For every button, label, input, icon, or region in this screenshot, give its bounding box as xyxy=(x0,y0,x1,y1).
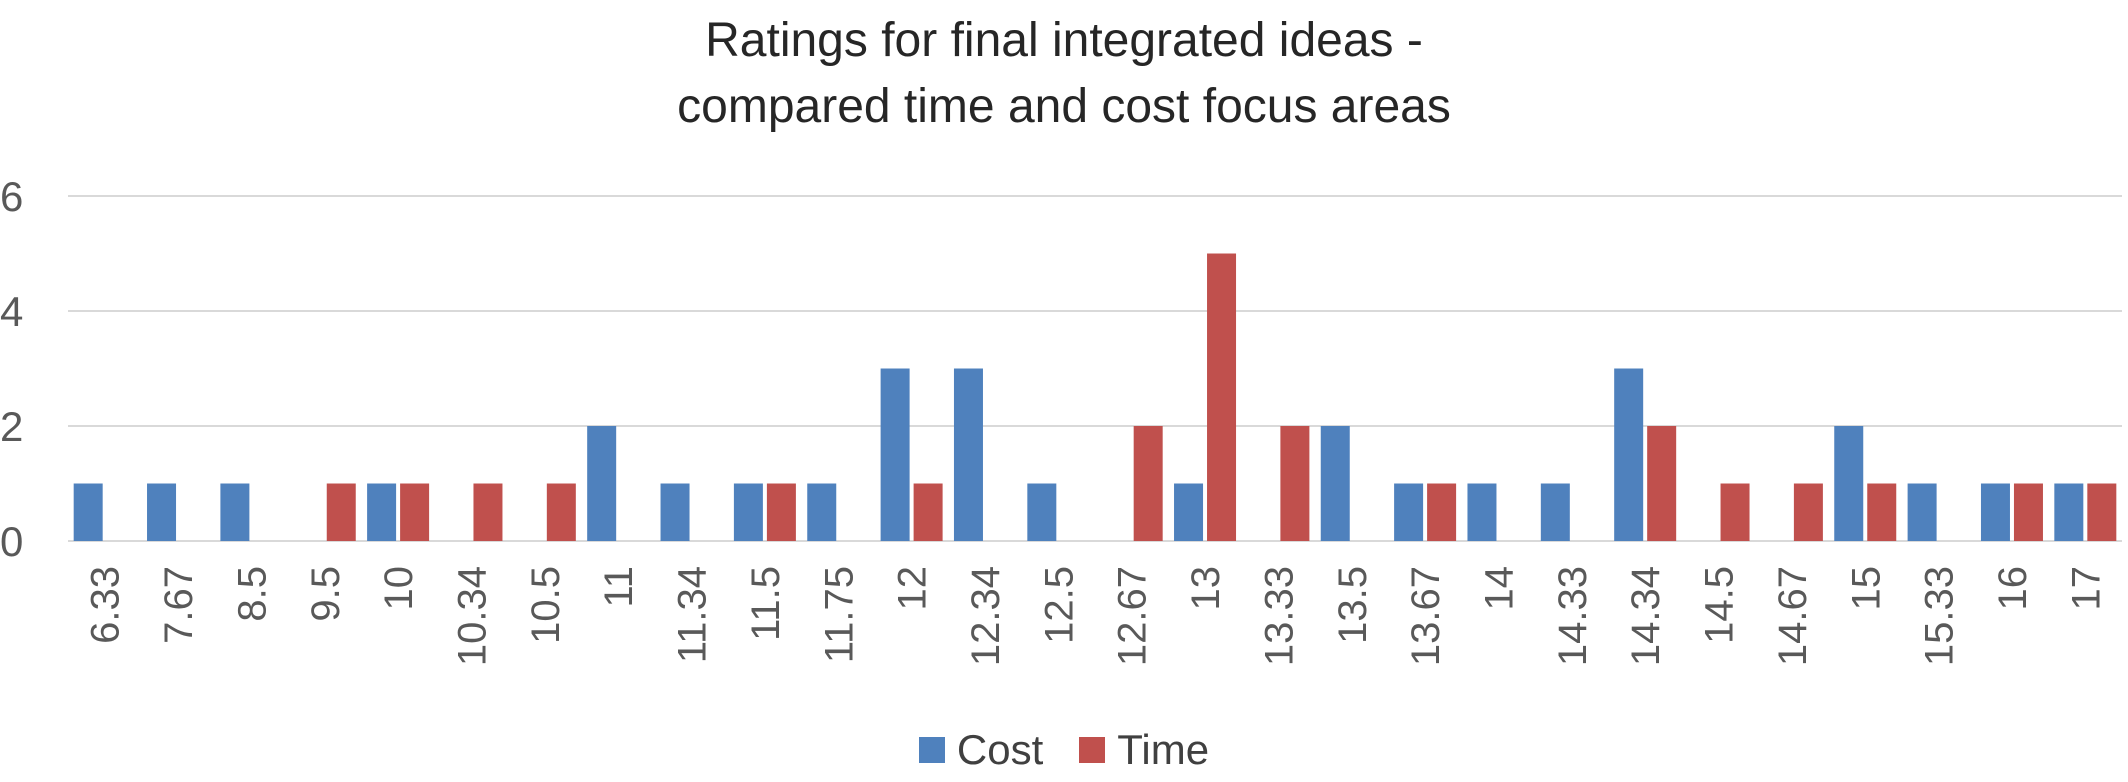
x-tick-label: 15.33 xyxy=(1918,566,1962,666)
x-tick-label: 12.67 xyxy=(1111,566,1155,666)
x-tick-label: 13 xyxy=(1184,566,1228,611)
bar-cost-13 xyxy=(1174,483,1204,541)
x-tick-label: 15 xyxy=(1844,566,1888,611)
bar-cost-11.34 xyxy=(660,483,690,541)
bar-cost-15 xyxy=(1834,426,1864,541)
bar-cost-11.5 xyxy=(733,483,763,541)
legend-label-cost: Cost xyxy=(956,726,1044,773)
x-tick-label: 13.67 xyxy=(1404,566,1448,666)
bar-time-13.67 xyxy=(1427,483,1457,541)
bar-time-13 xyxy=(1207,253,1237,541)
x-tick-label: 16 xyxy=(1991,566,2035,611)
bar-cost-17 xyxy=(2054,483,2084,541)
bar-time-10 xyxy=(400,483,430,541)
bar-time-10.34 xyxy=(473,483,503,541)
x-tick-label: 11 xyxy=(597,566,641,608)
bar-time-16 xyxy=(2013,483,2043,541)
x-axis-ticks: 6.33 7.67 8.5 9.5 10 10.34 10.5 11 11.34 11.5 11.7… xyxy=(84,566,2109,666)
bar-time-13.33 xyxy=(1280,426,1310,541)
bar-time-12 xyxy=(913,483,943,541)
bar-time-11.5 xyxy=(766,483,796,541)
bar-cost-15.33 xyxy=(1907,483,1937,541)
bar-cost-6.33 xyxy=(73,483,103,541)
legend-item-cost: Cost xyxy=(918,726,1044,774)
bar-time-17 xyxy=(2087,483,2117,541)
bar-cost-10 xyxy=(367,483,397,541)
y-tick-label: 2 xyxy=(0,403,23,450)
bar-time-9.5 xyxy=(326,483,356,541)
legend-label-time: Time xyxy=(1117,726,1210,773)
bar-time-10.5 xyxy=(546,483,576,541)
x-tick-label: 14.34 xyxy=(1624,566,1668,666)
bar-cost-12.34 xyxy=(953,368,983,541)
x-tick-label: 11.75 xyxy=(817,566,861,663)
bar-time-12.67 xyxy=(1133,426,1163,541)
y-axis-ticks: 0 2 4 6 xyxy=(0,173,23,565)
legend-item-time: Time xyxy=(1079,726,1209,774)
x-tick-label: 12.34 xyxy=(964,566,1008,666)
x-tick-label: 12.5 xyxy=(1037,566,1081,644)
bar-time-15 xyxy=(1867,483,1897,541)
bar-cost-11.75 xyxy=(807,483,837,541)
x-tick-label: 14.67 xyxy=(1771,566,1815,666)
chart-title-line-1: Ratings for final integrated ideas - xyxy=(705,14,1423,67)
x-tick-label: 14 xyxy=(1477,566,1521,611)
legend-swatch-time xyxy=(1079,737,1106,763)
y-tick-label: 6 xyxy=(0,173,23,220)
bar-cost-13.67 xyxy=(1394,483,1424,541)
x-tick-label: 14.5 xyxy=(1698,566,1742,644)
bar-cost-8.5 xyxy=(220,483,250,541)
chart-title: Ratings for final integrated ideas - com… xyxy=(0,8,2128,140)
x-tick-label: 9.5 xyxy=(304,566,348,622)
x-tick-label: 7.67 xyxy=(157,566,201,644)
y-tick-label: 4 xyxy=(0,288,23,335)
x-tick-label: 12 xyxy=(891,566,935,611)
legend: Cost Time xyxy=(0,720,2128,780)
bar-time-14.5 xyxy=(1720,483,1750,541)
x-tick-label: 14.33 xyxy=(1551,566,1595,666)
x-tick-label: 11.34 xyxy=(671,566,715,663)
x-tick-label: 6.33 xyxy=(84,566,128,644)
bars xyxy=(73,253,2117,541)
x-tick-label: 13.5 xyxy=(1331,566,1375,644)
bar-cost-7.67 xyxy=(147,483,177,541)
x-tick-label: 11.5 xyxy=(744,566,788,641)
x-tick-label: 10 xyxy=(377,566,421,611)
bar-time-14.34 xyxy=(1647,426,1677,541)
bar-cost-14 xyxy=(1467,483,1497,541)
chart-title-line-2: compared time and cost focus areas xyxy=(677,80,1451,133)
bar-cost-12.5 xyxy=(1027,483,1057,541)
bar-cost-12 xyxy=(880,368,910,541)
x-tick-label: 10.5 xyxy=(524,566,568,644)
bar-time-14.67 xyxy=(1793,483,1823,541)
bar-cost-13.5 xyxy=(1320,426,1350,541)
bar-cost-16 xyxy=(1980,483,2010,541)
bar-cost-14.33 xyxy=(1540,483,1570,541)
x-tick-label: 8.5 xyxy=(230,566,274,622)
legend-swatch-cost xyxy=(918,737,945,763)
x-tick-label: 17 xyxy=(2064,566,2108,611)
bar-cost-11 xyxy=(587,426,617,541)
x-tick-label: 10.34 xyxy=(450,566,494,666)
bar-cost-14.34 xyxy=(1614,368,1644,541)
x-tick-label: 13.33 xyxy=(1257,566,1301,666)
y-tick-label: 0 xyxy=(0,518,23,565)
